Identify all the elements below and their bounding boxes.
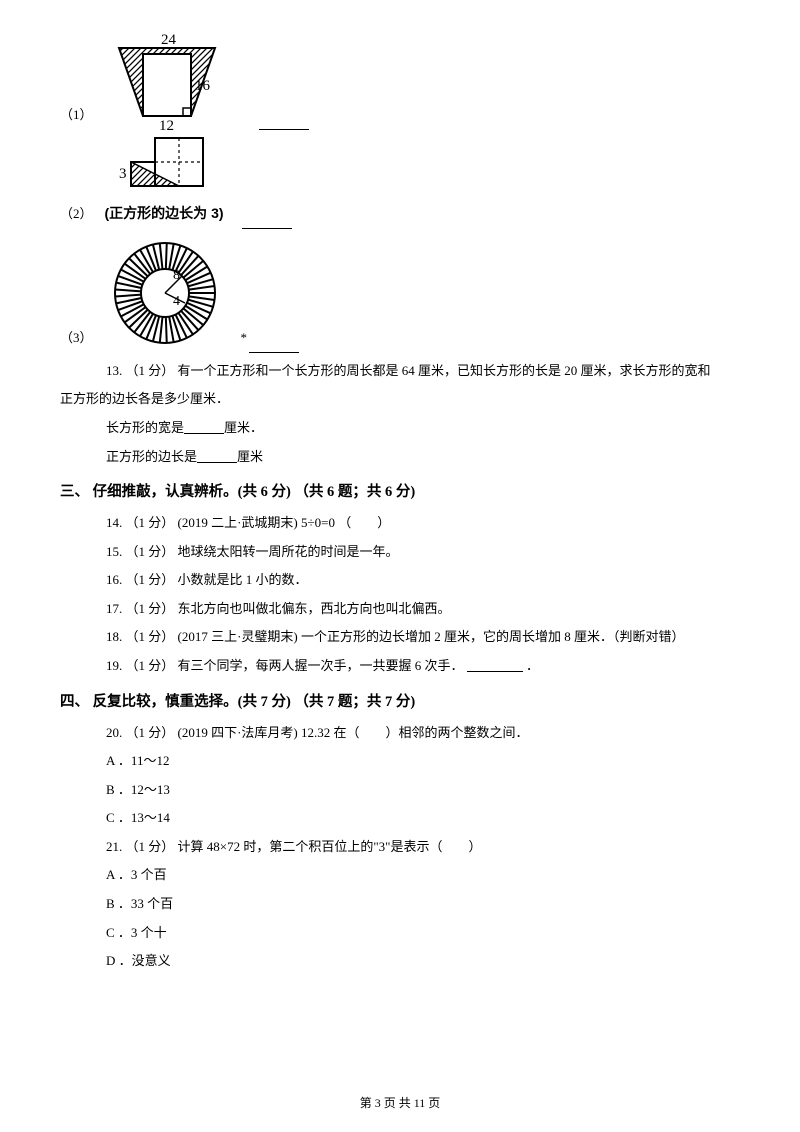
q13-b: 正方形的边长是 厘米 (60, 443, 740, 472)
q20: 20. （1 分） (2019 四下·法库月考) 12.32 在（ ）相邻的两个… (60, 719, 740, 748)
q13-prefix: 13. （1 分） (106, 363, 174, 378)
q21-opt-c[interactable]: C ．3 个十 (60, 919, 740, 948)
page-footer: 第 3 页 共 11 页 (0, 1090, 800, 1116)
q19-tail: ． (526, 658, 539, 673)
q21: 21. （1 分） 计算 48×72 时，第二个积百位上的"3"是表示（ ） (60, 833, 740, 862)
fig3-inner-r: 4 (173, 294, 180, 309)
section-3-title: 三、 仔细推敲，认真辨析。(共 6 分) （共 6 题；共 6 分) (60, 477, 740, 509)
q13-line1: 13. （1 分） 有一个正方形和一个长方形的周长都是 64 厘米，已知长方形的… (60, 357, 740, 386)
fig1-bottom: 12 (159, 118, 174, 130)
figure-3-row: （3） (60, 233, 740, 353)
fig1-right: 16 (195, 78, 211, 94)
q14: 14. （1 分） (2019 二上·武城期末) 5÷0=0 （ ） (60, 509, 740, 538)
q13-line2: 正方形的边长各是多少厘米． (60, 385, 740, 414)
fig3-blank (249, 339, 299, 353)
fig2-blank (242, 215, 292, 229)
q21-opt-b[interactable]: B ．33 个百 (60, 890, 740, 919)
fig1-label: （1） (60, 101, 93, 130)
q20-opt-c[interactable]: C ．13～14 (60, 804, 740, 833)
fig3-outer-r: 8 (173, 268, 180, 283)
q20-opt-a[interactable]: A ．11～12 (60, 747, 740, 776)
fig3-asterisk: * (241, 324, 248, 353)
figure-1-svg: 24 16 12 (105, 30, 235, 130)
figure-1-row: （1） 24 16 12 (60, 30, 740, 130)
fig3-label: （3） (60, 324, 93, 353)
figure-2-row: （2） 3 (正方形的边长为 3) (60, 134, 740, 229)
q13-a-unit: 厘米． (224, 420, 263, 435)
fig1-blank (259, 116, 309, 130)
q15: 15. （1 分） 地球绕太阳转一周所花的时间是一年。 (60, 538, 740, 567)
section-4-title: 四、 反复比较，慎重选择。(共 7 分) （共 7 题；共 7 分) (60, 687, 740, 719)
q19-blank[interactable] (467, 658, 523, 672)
fig2-label: （2） (60, 200, 93, 229)
q13-a-label: 长方形的宽是 (106, 420, 184, 435)
q19: 19. （1 分） 有三个同学，每两人握一次手，一共要握 6 次手． ． (60, 652, 740, 681)
q13-b-unit: 厘米 (237, 449, 263, 464)
fig2-left: 3 (119, 166, 127, 182)
q19-text: 19. （1 分） 有三个同学，每两人握一次手，一共要握 6 次手． (106, 658, 464, 673)
q13-b-blank[interactable] (197, 449, 237, 463)
q18: 18. （1 分） (2017 三上·灵璧期末) 一个正方形的边长增加 2 厘米… (60, 623, 740, 652)
q13-a: 长方形的宽是 厘米． (60, 414, 740, 443)
q21-opt-d[interactable]: D ．没意义 (60, 947, 740, 976)
figure-3-svg: 8 4 (105, 233, 225, 353)
q20-opt-b[interactable]: B ．12～13 (60, 776, 740, 805)
q13-text1: 有一个正方形和一个长方形的周长都是 64 厘米，已知长方形的长是 20 厘米，求… (174, 363, 710, 378)
q13-b-label: 正方形的边长是 (106, 449, 197, 464)
q21-opt-a[interactable]: A ．3 个百 (60, 861, 740, 890)
fig1-top: 24 (161, 32, 177, 48)
figure-2-svg: 3 (105, 134, 215, 198)
q13-a-blank[interactable] (184, 420, 224, 434)
q16: 16. （1 分） 小数就是比 1 小的数． (60, 566, 740, 595)
q17: 17. （1 分） 东北方向也叫做北偏东，西北方向也叫北偏西。 (60, 595, 740, 624)
fig2-caption: (正方形的边长为 3) (105, 198, 224, 229)
